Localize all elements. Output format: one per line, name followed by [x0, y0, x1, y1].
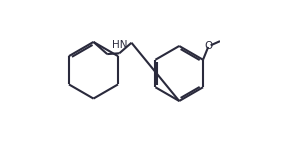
Text: HN: HN: [112, 40, 127, 50]
Text: O: O: [204, 41, 213, 51]
